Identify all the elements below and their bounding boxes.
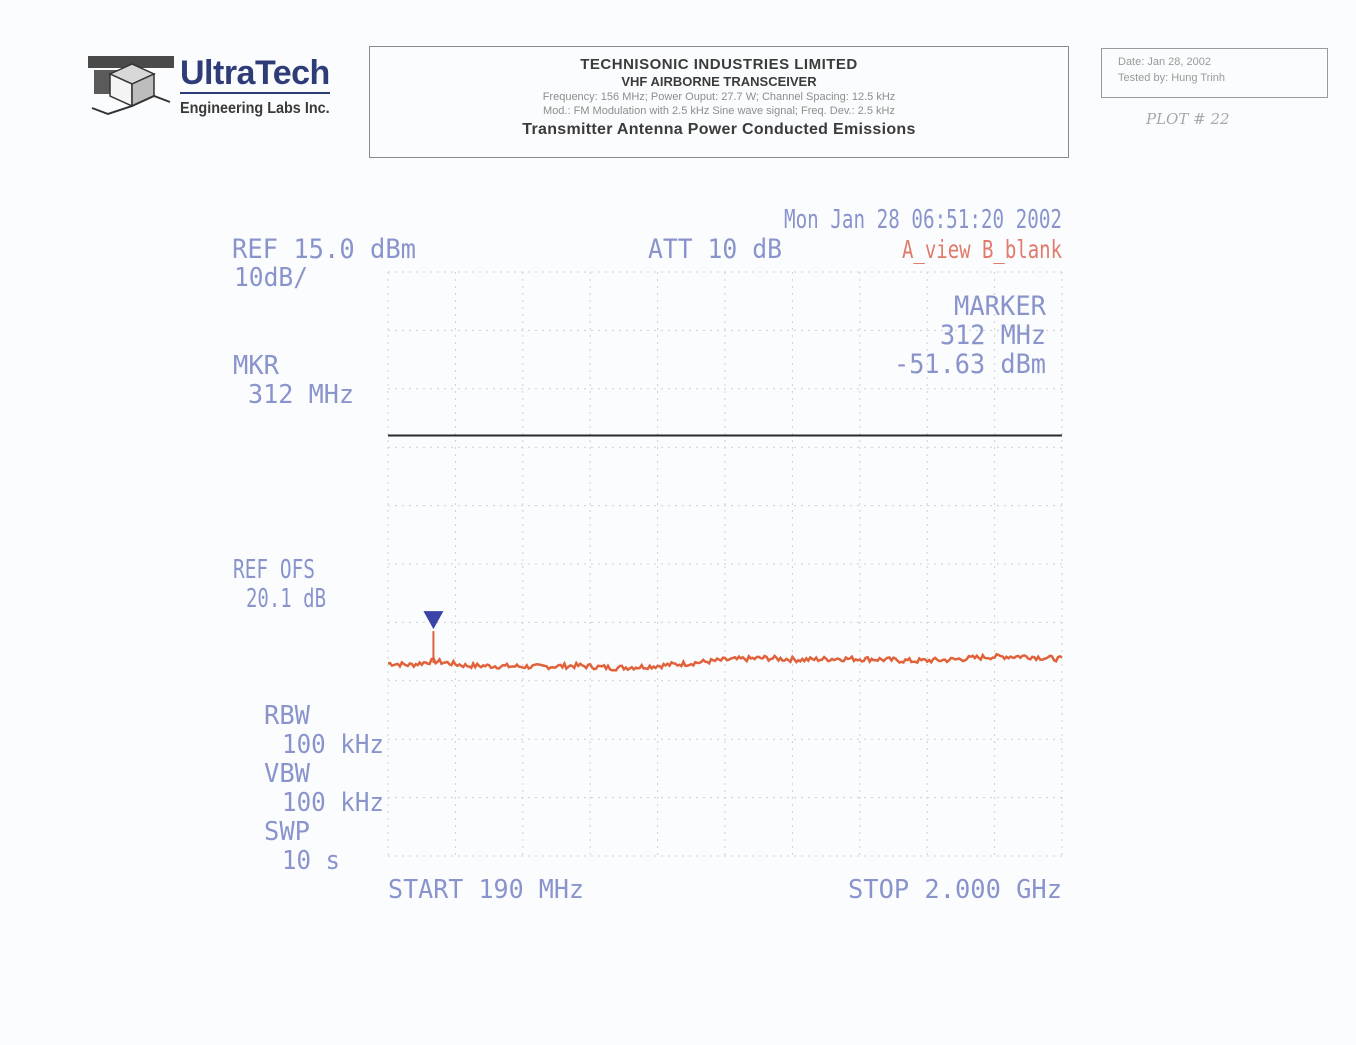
mkr-frequency: 312 MHz bbox=[248, 380, 354, 410]
stop-frequency: STOP 2.000 GHz bbox=[848, 875, 1062, 905]
tested-by: Tested by: Hung Trinh bbox=[1118, 72, 1226, 84]
marker-level: -51.63 dBm bbox=[894, 349, 1046, 380]
plot-grid bbox=[387, 271, 1063, 857]
timestamp: Mon Jan 28 06:51:20 2002 bbox=[784, 205, 1062, 235]
ref-level: REF 15.0 dBm bbox=[232, 234, 416, 265]
rbw-label: RBW bbox=[264, 701, 310, 731]
rbw-value: 100 kHz bbox=[282, 730, 384, 760]
product-name: VHF AIRBORNE TRANSCEIVER bbox=[621, 74, 817, 89]
sweep-value: 10 s bbox=[282, 846, 340, 876]
vbw-value: 100 kHz bbox=[282, 788, 384, 818]
plot-number: PLOT # 22 bbox=[1146, 110, 1230, 128]
trace-line bbox=[387, 652, 1063, 672]
modulation-info: Mod.: FM Modulation with 2.5 kHz Sine wa… bbox=[543, 105, 895, 117]
test-date: Date: Jan 28, 2002 bbox=[1118, 56, 1211, 68]
trace-mode: A_view B_blank bbox=[902, 235, 1062, 264]
sweep-label: SWP bbox=[264, 817, 310, 847]
brand-subtitle: Engineering Labs Inc. bbox=[180, 100, 330, 117]
company-name: TECHNISONIC INDUSTRIES LIMITED bbox=[580, 56, 858, 73]
marker-triangle-icon bbox=[423, 611, 444, 630]
vbw-label: VBW bbox=[264, 759, 310, 789]
ref-offset-label: REF OFS bbox=[233, 555, 315, 585]
test-title: Transmitter Antenna Power Conducted Emis… bbox=[522, 121, 916, 138]
test-title-block: TECHNISONIC INDUSTRIES LIMITED VHF AIRBO… bbox=[369, 46, 1069, 158]
mkr-label: MKR bbox=[233, 351, 279, 381]
start-frequency: START 190 MHz bbox=[388, 875, 584, 905]
test-parameters: Frequency: 156 MHz; Power Ouput: 27.7 W;… bbox=[542, 91, 896, 103]
marker-frequency: 312 MHz bbox=[940, 320, 1046, 351]
brand-name: UltraTech bbox=[180, 54, 330, 94]
ultratech-cube-logo-icon bbox=[88, 56, 174, 116]
scale-per-div: 10dB/ bbox=[234, 263, 308, 293]
ref-offset-value: 20.1 dB bbox=[246, 584, 326, 614]
date-box: Date: Jan 28, 2002 Tested by: Hung Trinh bbox=[1101, 48, 1328, 98]
marker-title: MARKER bbox=[954, 291, 1047, 322]
attenuation: ATT 10 dB bbox=[648, 234, 782, 265]
logo: UltraTech Engineering Labs Inc. bbox=[88, 50, 348, 130]
